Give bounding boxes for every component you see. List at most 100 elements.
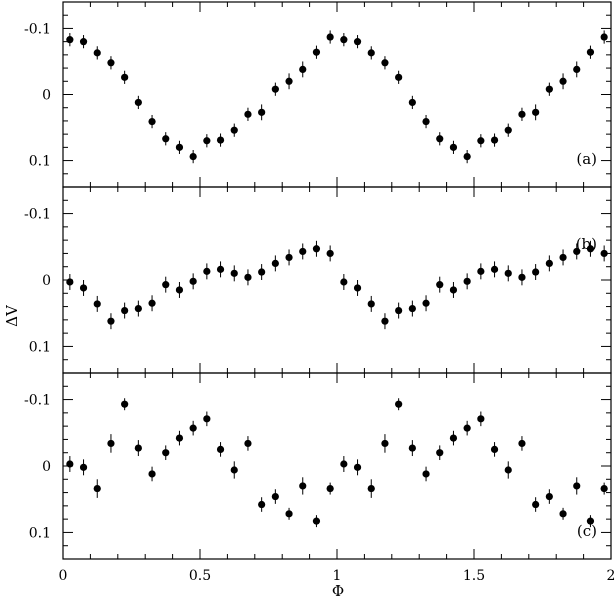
data-point: [532, 108, 540, 116]
data-point: [271, 85, 279, 93]
data-point: [216, 265, 225, 273]
data-point: [381, 439, 389, 448]
data-point: [216, 136, 225, 144]
data-point: [449, 143, 458, 151]
data-point: [66, 278, 74, 286]
data-point: [559, 253, 567, 262]
data-point: [121, 306, 129, 315]
data-point: [175, 434, 184, 442]
data-point: [408, 304, 416, 313]
data-point: [367, 49, 375, 57]
data-point: [244, 273, 252, 281]
data-point: [490, 136, 499, 144]
data-point: [340, 36, 348, 44]
data-point: [326, 484, 334, 493]
data-point: [175, 143, 184, 151]
panel-tag-label: (a): [576, 150, 597, 168]
data-point: [66, 36, 74, 44]
data-point: [504, 269, 512, 277]
data-point: [518, 273, 526, 281]
panel-tag-label: (c): [577, 522, 597, 540]
data-point: [230, 269, 238, 277]
data-point: [189, 153, 197, 161]
panel-3: -0.1 0 0.1 (c): [24, 372, 612, 560]
y-tick-label: 0: [42, 273, 51, 289]
data-point: [79, 463, 88, 471]
data-point: [134, 304, 142, 313]
data-point: [312, 48, 321, 56]
data-point: [477, 267, 485, 275]
data-point: [121, 73, 129, 81]
data-point: [326, 33, 334, 41]
data-point: [395, 400, 403, 408]
data-point: [271, 492, 279, 501]
data-point: [162, 135, 170, 143]
data-point: [148, 470, 156, 478]
data-point: [230, 126, 238, 134]
data-point: [162, 281, 170, 289]
data-point: [121, 400, 129, 408]
data-point: [93, 300, 101, 308]
data-point: [312, 517, 321, 525]
data-point: [285, 77, 293, 85]
data-point: [449, 286, 458, 294]
data-point: [600, 484, 608, 493]
x-tick-label: 2: [607, 568, 616, 584]
data-point: [518, 110, 526, 118]
data-point: [436, 281, 444, 289]
data-point: [175, 286, 184, 294]
data-point: [203, 415, 211, 423]
y-tick-label: 0.1: [29, 154, 51, 170]
data-point: [189, 277, 197, 285]
data-point: [395, 306, 403, 315]
data-point: [532, 268, 540, 276]
panel-frame: [62, 1, 612, 188]
data-point: [107, 317, 115, 325]
data-point: [258, 268, 266, 276]
y-tick-label: -0.1: [24, 207, 51, 223]
x-axis-title: Φ: [332, 582, 344, 600]
data-point: [449, 434, 458, 442]
panel-2: -0.1 0 0.1 (b): [24, 186, 612, 374]
data-point: [408, 444, 416, 452]
data-point: [463, 153, 471, 161]
data-point: [244, 439, 252, 448]
data-point: [490, 265, 499, 273]
data-point: [408, 98, 416, 107]
data-point: [230, 466, 238, 474]
data-point: [573, 65, 581, 73]
data-point: [258, 500, 266, 509]
data-point: [600, 33, 608, 41]
data-point: [586, 48, 595, 56]
data-point: [107, 59, 115, 67]
data-point: [340, 460, 348, 468]
data-point: [203, 137, 211, 145]
data-point: [504, 466, 512, 474]
y-tick-label: -0.1: [24, 393, 51, 409]
data-point: [134, 444, 142, 452]
data-point: [532, 500, 540, 509]
data-point: [436, 449, 444, 457]
y-tick-label: 0: [42, 459, 51, 475]
data-point: [477, 415, 485, 423]
data-point: [162, 449, 170, 457]
data-point: [244, 110, 252, 118]
data-point: [340, 278, 348, 286]
data-point: [326, 249, 334, 258]
data-point: [463, 424, 471, 432]
data-point: [573, 247, 581, 256]
data-point: [545, 492, 553, 501]
data-point: [189, 424, 197, 432]
data-point: [79, 284, 88, 292]
y-axis-title: ΔV: [3, 304, 21, 327]
data-point: [504, 126, 512, 134]
y-tick-label: 0: [42, 88, 51, 104]
data-point: [148, 299, 156, 307]
data-point: [148, 117, 156, 126]
data-point: [422, 299, 430, 307]
data-point: [216, 445, 225, 453]
data-point: [353, 284, 362, 292]
data-point: [203, 267, 211, 275]
data-point: [79, 38, 88, 46]
